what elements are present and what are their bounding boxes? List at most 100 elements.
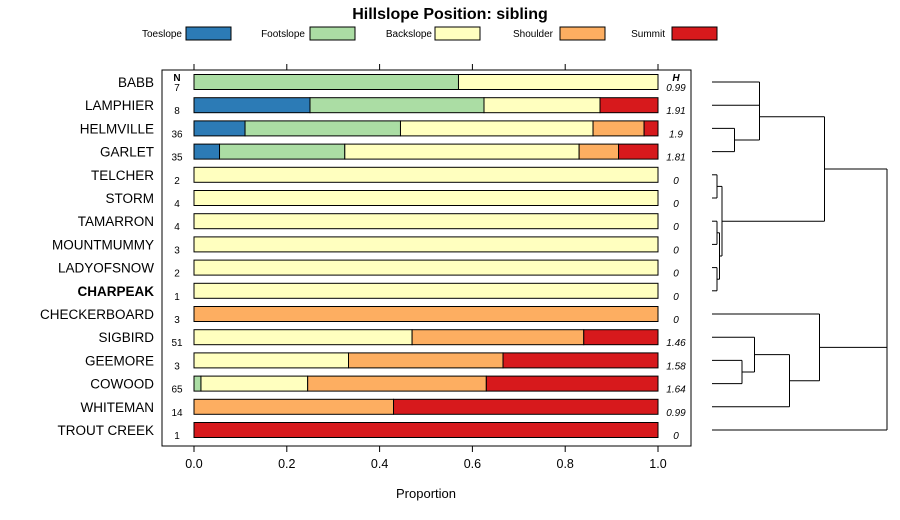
bar-segment-backslope [193, 236, 659, 253]
row-label: STORM [105, 191, 154, 206]
h-value: 1.9 [669, 129, 683, 140]
h-value: 0 [673, 245, 679, 256]
n-value: 36 [171, 129, 183, 140]
row-label: SIGBIRD [98, 330, 154, 345]
n-value: 1 [174, 292, 180, 303]
h-value: 1.58 [666, 361, 686, 372]
n-value: 7 [174, 83, 180, 94]
row-label: GARLET [100, 145, 154, 160]
bar-segment-summit [502, 352, 659, 369]
bar-segment-shoulder [578, 143, 620, 160]
n-value: 8 [174, 106, 180, 117]
legend-label: Shoulder [513, 29, 554, 40]
bar-segment-footslope [193, 74, 459, 90]
bar-segment-backslope [200, 375, 309, 392]
h-value: 0 [673, 431, 679, 442]
legend-label: Footslope [261, 29, 305, 40]
bar-segment-toeslope [193, 120, 246, 137]
row-label: MOUNTMUMMY [52, 237, 154, 252]
x-tick-label: 0.2 [278, 457, 295, 471]
bar-segment-summit [643, 120, 659, 137]
n-value: 65 [171, 385, 183, 396]
n-value: 4 [174, 222, 180, 233]
legend-swatch [309, 26, 356, 41]
h-value: 0 [673, 315, 679, 326]
row-label: BABB [118, 75, 154, 90]
dendrogram [712, 81, 888, 431]
bar-segment-summit [485, 375, 659, 392]
bar-segment-shoulder [348, 352, 504, 369]
bar-segment-summit [393, 398, 659, 415]
row-label: TELCHER [91, 168, 154, 183]
bar-segment-summit [583, 329, 659, 346]
h-value: 1.46 [666, 338, 686, 349]
bar-segment-summit [193, 422, 659, 438]
row-label: TROUT CREEK [57, 423, 154, 438]
bar-segment-shoulder [411, 329, 585, 346]
bar-segment-backslope [399, 120, 594, 137]
legend-label: Toeslope [142, 29, 182, 40]
x-tick-label: 1.0 [649, 457, 666, 471]
h-value: 0 [673, 269, 679, 280]
n-header: N [173, 73, 180, 84]
row-label: WHITEMAN [81, 400, 155, 415]
x-axis-label: Proportion [396, 486, 456, 501]
row-label: CHARPEAK [77, 284, 154, 299]
n-value: 14 [171, 408, 183, 419]
bar-segment-footslope [219, 143, 346, 160]
n-value: 3 [174, 245, 180, 256]
h-header: H [672, 73, 680, 84]
legend-swatch [185, 26, 232, 41]
bar-segment-backslope [193, 352, 350, 369]
h-value: 0 [673, 292, 679, 303]
n-value: 2 [174, 269, 180, 280]
bar-segment-backslope [193, 282, 659, 299]
h-value: 1.81 [666, 153, 685, 164]
n-value: 4 [174, 199, 180, 210]
n-value: 51 [171, 338, 183, 349]
n-value: 1 [174, 431, 180, 442]
bar-segment-footslope [193, 375, 202, 392]
row-label: LADYOFSNOW [58, 261, 154, 276]
legend: Toeslope Footslope Backslope Shoulder Summit [142, 26, 718, 41]
x-tick-label: 0.8 [557, 457, 574, 471]
row-label: TAMARRON [78, 214, 154, 229]
h-value: 0 [673, 222, 679, 233]
h-value: 0.99 [666, 408, 686, 419]
row-label: LAMPHIER [85, 98, 154, 113]
plot-frame [161, 69, 692, 447]
bar-segment-backslope [193, 190, 659, 206]
n-value: 35 [171, 153, 183, 164]
row-label: GEEMORE [85, 353, 154, 368]
bar-segment-backslope [193, 259, 659, 276]
bar-segment-backslope [193, 166, 659, 183]
bar-segment-footslope [309, 97, 485, 114]
h-value: 0 [673, 176, 679, 187]
bar-segment-toeslope [193, 143, 221, 160]
x-tick-label: 0.4 [371, 457, 388, 471]
bar-segment-summit [599, 97, 659, 114]
bar-segment-toeslope [193, 97, 311, 114]
bar-segment-backslope [483, 97, 601, 114]
h-value: 0.99 [666, 83, 686, 94]
bar-segment-backslope [344, 143, 580, 160]
n-value: 3 [174, 361, 180, 372]
h-value: 1.64 [666, 385, 686, 396]
bar-segment-backslope [193, 213, 659, 230]
legend-swatch [434, 26, 481, 41]
x-tick-label: 0.6 [464, 457, 481, 471]
legend-label: Summit [631, 29, 665, 40]
row-label: HELMVILLE [80, 121, 154, 136]
legend-label: Backslope [386, 29, 433, 40]
chart-title: Hillslope Position: sibling [352, 6, 548, 23]
h-value: 0 [673, 199, 679, 210]
bar-segment-summit [618, 143, 659, 160]
row-label: CHECKERBOARD [40, 307, 154, 322]
plot-area: N H BABB 7 0.99 LAMPHIER 8 1.91 HELMVILLE 36 1.9 GA… [40, 64, 692, 471]
legend-swatch [671, 26, 718, 41]
bar-segment-shoulder [193, 398, 395, 415]
bar-segment-backslope [457, 74, 659, 90]
bar-segment-shoulder [307, 375, 487, 392]
bar-segment-shoulder [193, 306, 659, 322]
